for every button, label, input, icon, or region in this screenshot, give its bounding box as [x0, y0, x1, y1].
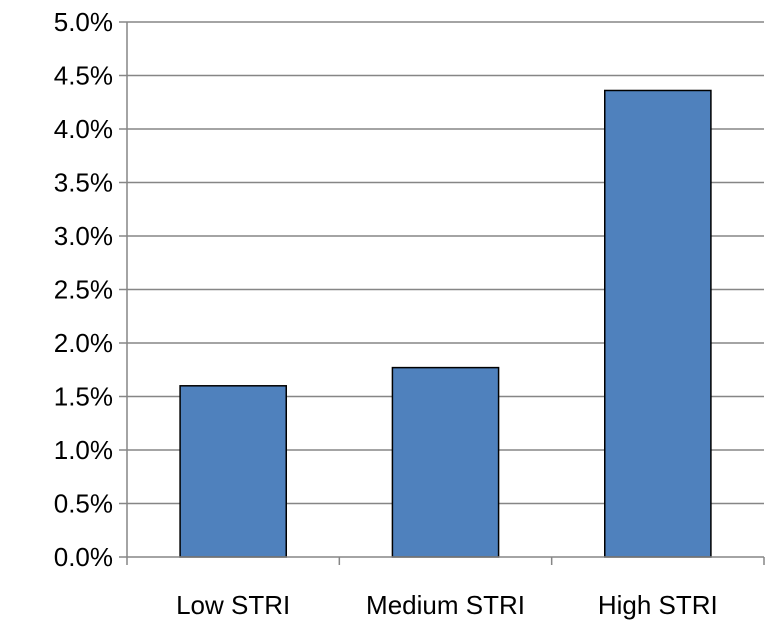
bar-low-stri	[179, 385, 287, 558]
y-tick-label: 0.0%	[54, 542, 113, 572]
y-tick-label: 0.5%	[54, 489, 113, 519]
y-tick-label: 2.0%	[54, 328, 113, 358]
x-category-label: Low STRI	[176, 590, 290, 620]
y-tick-label: 4.5%	[54, 61, 113, 91]
bar-medium-stri	[391, 366, 500, 558]
y-tick-label: 2.5%	[54, 275, 113, 305]
axes	[126, 22, 765, 565]
bars	[179, 89, 712, 558]
bar-high-stri	[604, 89, 712, 558]
x-category-labels: Low STRI Medium STRI High STRI	[176, 590, 718, 620]
x-category-label: Medium STRI	[366, 590, 525, 620]
y-tick-label: 3.0%	[54, 221, 113, 251]
y-tick-label: 1.0%	[54, 435, 113, 465]
y-tick-labels: 0.0% 0.5% 1.0% 1.5% 2.0% 2.5% 3.0% 3.5% 4.0% 4.5%…	[54, 7, 113, 572]
y-tick-label: 4.0%	[54, 114, 113, 144]
y-tick-label: 1.5%	[54, 382, 113, 412]
y-tick-label: 5.0%	[54, 7, 113, 37]
x-category-label: High STRI	[598, 590, 718, 620]
y-tick-label: 3.5%	[54, 168, 113, 198]
